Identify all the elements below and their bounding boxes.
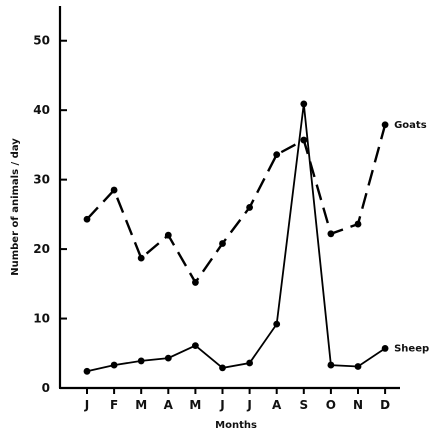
data-point	[164, 231, 172, 239]
x-tick-label: O	[326, 398, 336, 412]
data-point	[164, 354, 172, 362]
data-point	[83, 215, 91, 223]
data-point	[219, 240, 226, 247]
x-axis-title: Months	[215, 420, 257, 431]
x-tick-label: M	[135, 398, 147, 412]
series-label-goats: Goats	[394, 120, 427, 131]
data-point	[110, 186, 118, 194]
series-sheep: Sheep	[83, 100, 429, 375]
y-tick-label: 50	[33, 34, 50, 48]
data-point	[110, 361, 118, 369]
data-point	[354, 363, 362, 370]
x-tick-label: D	[380, 398, 390, 412]
x-tick-label: J	[246, 398, 251, 412]
series-goats: Goats	[83, 120, 427, 286]
y-axis-title: Number of animals / day	[10, 138, 21, 276]
data-point	[381, 345, 389, 352]
y-tick-label: 20	[33, 242, 50, 256]
y-tick-label: 40	[33, 103, 50, 117]
series-label-sheep: Sheep	[394, 343, 429, 354]
data-point	[300, 100, 308, 108]
x-tick-label: N	[353, 398, 363, 412]
x-tick-label: A	[272, 398, 282, 412]
x-tick-label: A	[164, 398, 174, 412]
x-tick-label: M	[189, 398, 201, 412]
y-tick-label: 0	[42, 381, 50, 395]
data-point	[246, 359, 254, 367]
data-point	[137, 357, 145, 365]
y-tick-label: 30	[33, 173, 50, 187]
data-point	[273, 320, 281, 328]
data-point	[273, 151, 281, 159]
data-point	[137, 254, 145, 262]
data-point	[192, 342, 199, 350]
series-layer: Goats Sheep	[83, 100, 429, 375]
data-point	[192, 279, 199, 286]
data-point	[381, 121, 389, 129]
y-tick-label: 10	[33, 312, 50, 326]
x-tick-label: F	[110, 398, 118, 412]
data-point	[83, 367, 91, 375]
data-point	[327, 361, 335, 369]
x-tick-label: J	[84, 398, 89, 412]
data-point	[327, 230, 335, 238]
axes	[58, 6, 400, 390]
y-ticks: 0 10 20 30 40 50	[33, 34, 67, 395]
data-point	[246, 204, 254, 211]
data-point	[300, 136, 308, 144]
series-line-sheep	[86, 103, 386, 373]
data-point	[354, 220, 362, 228]
data-point	[219, 364, 226, 372]
x-tick-label: S	[299, 398, 308, 412]
series-line-goats	[86, 124, 387, 285]
x-tick-label: J	[219, 398, 224, 412]
